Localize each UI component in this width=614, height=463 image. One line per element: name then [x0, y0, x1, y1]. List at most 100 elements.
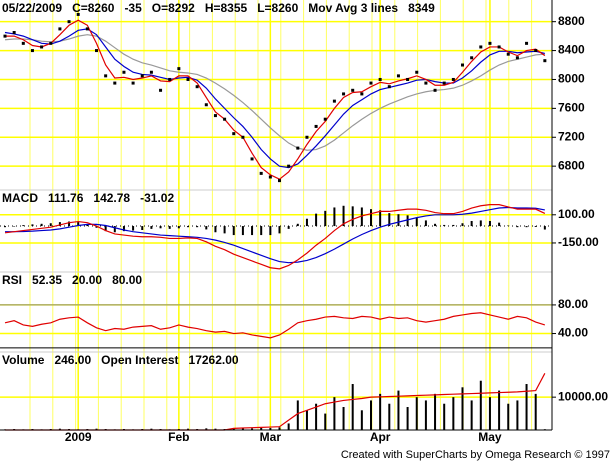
- close-dot: [506, 52, 510, 56]
- close-dot: [278, 179, 281, 183]
- bar: [498, 222, 501, 227]
- close-dot: [488, 41, 492, 45]
- bar: [452, 224, 455, 227]
- bar: [360, 410, 363, 430]
- bar: [251, 428, 254, 430]
- close-dot: [259, 171, 263, 175]
- bar: [187, 428, 189, 430]
- bar: [305, 218, 308, 227]
- bar: [232, 428, 235, 430]
- bar: [269, 226, 272, 236]
- bar: [68, 221, 71, 227]
- header-text: Mov Avg 3 lines: [308, 1, 398, 15]
- bar: [4, 226, 6, 228]
- bar: [324, 413, 327, 430]
- close-dot: [268, 175, 272, 179]
- y-tick-label: 8400: [558, 43, 585, 57]
- bar: [415, 217, 418, 227]
- close-dot: [250, 157, 254, 161]
- bar: [287, 226, 290, 229]
- series-line: [4, 28, 545, 169]
- close-dot: [40, 45, 44, 49]
- bar: [406, 407, 409, 430]
- close-dot: [76, 12, 80, 16]
- bar: [196, 226, 199, 228]
- bar: [342, 407, 345, 430]
- bar: [205, 226, 208, 230]
- bar: [342, 205, 345, 227]
- bar: [470, 220, 473, 227]
- bar: [324, 210, 327, 227]
- header-text: MACD: [2, 191, 38, 205]
- close-dot: [406, 77, 410, 81]
- header-text: 111.76: [48, 191, 84, 205]
- bar: [104, 226, 107, 232]
- x-tick-label: Mar: [260, 430, 282, 444]
- bar: [406, 215, 409, 227]
- close-dot: [3, 34, 7, 38]
- x-tick-label: 2009: [65, 430, 92, 444]
- close-dot: [95, 49, 98, 53]
- close-dot: [360, 92, 364, 96]
- header-text: Volume: [2, 353, 45, 367]
- bar: [397, 214, 400, 227]
- close-dot: [140, 74, 144, 78]
- bar: [379, 210, 382, 227]
- header-text: Open Interest: [101, 353, 178, 367]
- bar: [296, 223, 299, 227]
- bar: [241, 226, 244, 236]
- close-dot: [177, 67, 181, 71]
- close-dot: [204, 103, 208, 107]
- close-dot: [223, 117, 227, 121]
- bar: [150, 226, 153, 229]
- bar: [113, 226, 116, 233]
- y-tick-label: 10000.00: [558, 389, 608, 403]
- bar: [241, 428, 244, 430]
- bar: [479, 220, 482, 227]
- bar: [40, 223, 43, 227]
- close-dot: [543, 59, 547, 63]
- close-dot: [515, 56, 519, 60]
- header-text: 80.00: [112, 273, 142, 287]
- close-dot: [332, 99, 336, 103]
- close-dot: [296, 146, 300, 150]
- y-tick-label: 7200: [558, 129, 585, 143]
- close-dot: [159, 88, 163, 92]
- close-dot: [85, 27, 89, 31]
- close-dot: [213, 114, 217, 118]
- bar: [498, 390, 501, 430]
- close-dot: [342, 92, 346, 96]
- close-dot: [369, 81, 373, 85]
- bar: [58, 222, 61, 227]
- bar: [333, 207, 336, 227]
- bar: [525, 226, 528, 228]
- header-text: 52.35: [32, 273, 62, 287]
- close-dot: [387, 85, 391, 89]
- bar: [214, 226, 217, 233]
- bar: [177, 226, 180, 229]
- header-text: -35: [124, 1, 142, 15]
- series-line: [5, 19, 546, 180]
- bar: [488, 397, 491, 430]
- close-dot: [534, 49, 538, 53]
- header-text: 8349: [408, 1, 435, 15]
- header-text: -31.02: [140, 191, 174, 205]
- close-dot: [58, 27, 62, 31]
- header-text: 142.78: [93, 191, 130, 205]
- header-text: 20.00: [72, 273, 102, 287]
- y-tick-label: -150.00: [558, 235, 599, 249]
- bar: [397, 390, 400, 430]
- close-dot: [451, 77, 455, 81]
- bar: [260, 427, 263, 430]
- bar: [351, 206, 354, 227]
- bar: [479, 380, 482, 430]
- bar: [388, 403, 391, 430]
- bar: [223, 226, 226, 234]
- bar: [507, 225, 510, 227]
- header-text: O=8292: [152, 1, 195, 15]
- close-dot: [149, 70, 153, 74]
- close-dot: [461, 63, 464, 67]
- bar: [278, 427, 281, 430]
- bar: [525, 384, 528, 430]
